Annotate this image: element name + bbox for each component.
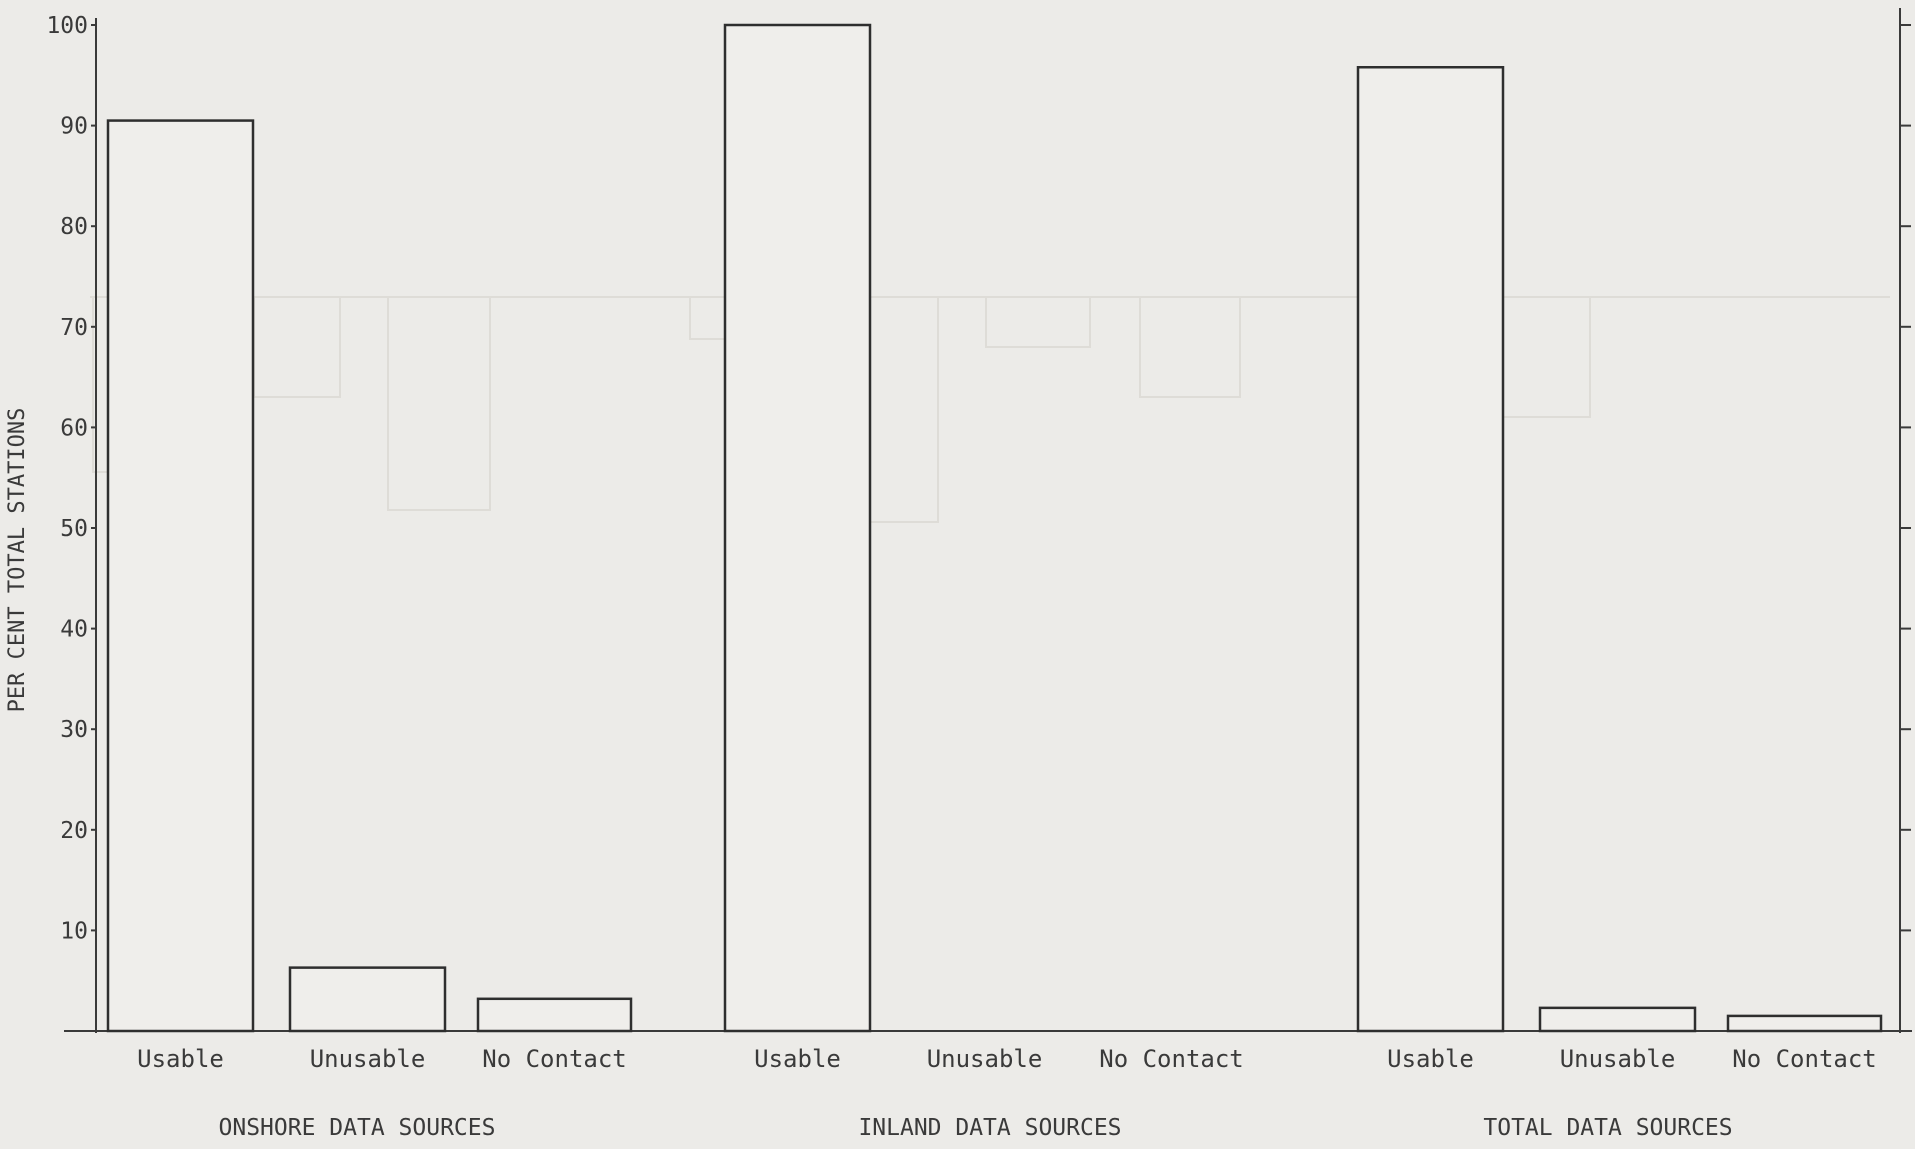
x-tick-label: Usable bbox=[1387, 1045, 1474, 1073]
bar bbox=[1538, 1006, 1697, 1033]
x-tick-label: No Contact bbox=[482, 1045, 627, 1073]
bar bbox=[723, 23, 872, 1033]
y-axis-label: PER CENT TOTAL STATIONS bbox=[5, 408, 30, 713]
y-tick-label: 90 bbox=[60, 114, 88, 140]
bar bbox=[1356, 66, 1505, 1033]
x-tick-label: No Contact bbox=[1099, 1045, 1244, 1073]
y-tick-label: 50 bbox=[60, 516, 88, 542]
y-tick-label: 30 bbox=[60, 717, 88, 743]
y-axis: 10 20 30 40 50 60 70 80 90 100 bbox=[46, 13, 1912, 1033]
bleed-through-background bbox=[90, 296, 1890, 523]
y-tick-label: 80 bbox=[60, 214, 88, 240]
bars-layer bbox=[106, 23, 1883, 1033]
group-label: ONSHORE DATA SOURCES bbox=[219, 1115, 496, 1141]
x-tick-label: Unusable bbox=[927, 1045, 1043, 1073]
y-tick-label: 20 bbox=[60, 818, 88, 844]
group-label: INLAND DATA SOURCES bbox=[858, 1115, 1121, 1141]
y-tick-label: 60 bbox=[60, 415, 88, 441]
x-tick-label: Unusable bbox=[1560, 1045, 1676, 1073]
bar bbox=[106, 119, 255, 1033]
x-tick-label: Usable bbox=[137, 1045, 224, 1073]
right-axis bbox=[1899, 8, 1911, 1033]
x-tick-label: Usable bbox=[754, 1045, 841, 1073]
x-tick-labels: Usable Unusable No Contact Usable Unusable No… bbox=[137, 1045, 1877, 1073]
y-tick-label: 100 bbox=[46, 13, 88, 39]
y-tick-label: 70 bbox=[60, 315, 88, 341]
bar bbox=[476, 997, 633, 1033]
y-tick-label: 10 bbox=[60, 918, 88, 944]
x-tick-label: Unusable bbox=[310, 1045, 426, 1073]
y-tick-label: 40 bbox=[60, 617, 88, 643]
bar bbox=[288, 966, 447, 1033]
group-labels: ONSHORE DATA SOURCES INLAND DATA SOURCES T… bbox=[219, 1115, 1733, 1141]
group-label: TOTAL DATA SOURCES bbox=[1483, 1115, 1732, 1141]
bar bbox=[1726, 1014, 1883, 1033]
x-tick-label: No Contact bbox=[1732, 1045, 1877, 1073]
